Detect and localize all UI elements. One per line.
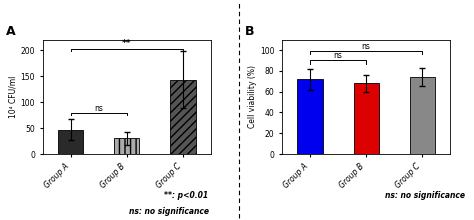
Y-axis label: 10⁴ CFU/ml: 10⁴ CFU/ml: [9, 76, 18, 118]
Text: ns: no significance: ns: no significance: [384, 191, 465, 200]
Y-axis label: Cell viability (%): Cell viability (%): [248, 65, 257, 128]
Text: ns: no significance: ns: no significance: [128, 207, 209, 216]
Text: A: A: [6, 25, 15, 38]
Bar: [58, 130, 83, 154]
Bar: [170, 80, 195, 154]
Bar: [298, 79, 323, 154]
Text: **: **: [122, 39, 132, 48]
Text: B: B: [245, 25, 255, 38]
Text: ns: ns: [334, 51, 343, 60]
Bar: [410, 77, 435, 154]
Bar: [114, 138, 139, 154]
Bar: [354, 83, 379, 154]
Text: ns: ns: [362, 42, 371, 51]
Text: ns: ns: [94, 104, 103, 113]
Text: **: p<0.01: **: p<0.01: [164, 191, 209, 200]
